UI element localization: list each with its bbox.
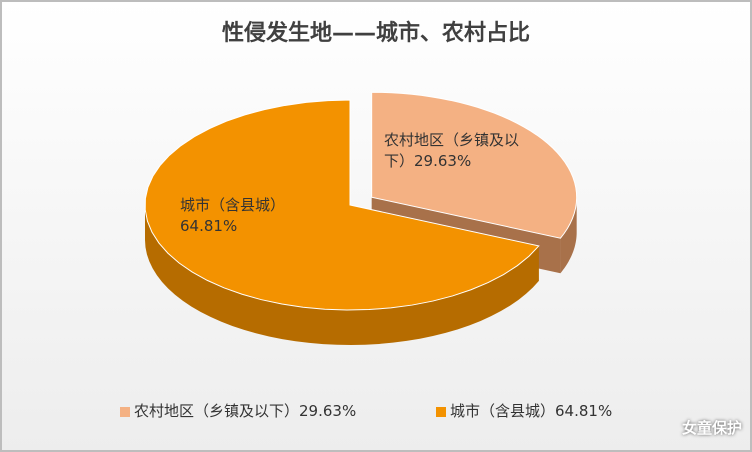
chart-title: 性侵发生地——城市、农村占比 [222,20,530,46]
data-label-value: 29.63% [414,152,472,170]
data-label-value: 64.81% [180,217,238,235]
data-label: 农村地区（乡镇及以下）29.63% [384,130,534,172]
pie-slice [371,91,578,239]
legend-value: 64.81% [555,402,613,420]
legend-item: 农村地区（乡镇及以下）29.63% [120,400,356,421]
slice-wall [560,197,577,274]
slice-wall [145,205,539,345]
legend-swatch [120,406,130,417]
legend-swatch [436,406,446,417]
legend-item: 城市（含县城）64.81% [436,400,612,421]
data-label-category: 城市（含县城） [180,196,286,214]
pie [144,91,578,345]
legend-label: 城市（含县城） [450,402,556,420]
data-label-category: 农村地区（乡镇及以下） [384,131,520,170]
legend-value: 29.63% [299,402,357,420]
legend-label: 农村地区（乡镇及以下） [134,402,300,420]
watermark: 女童保护 [681,419,742,437]
pie-slice [144,99,540,311]
data-label: 城市（含县城） 64.81% [180,195,320,237]
